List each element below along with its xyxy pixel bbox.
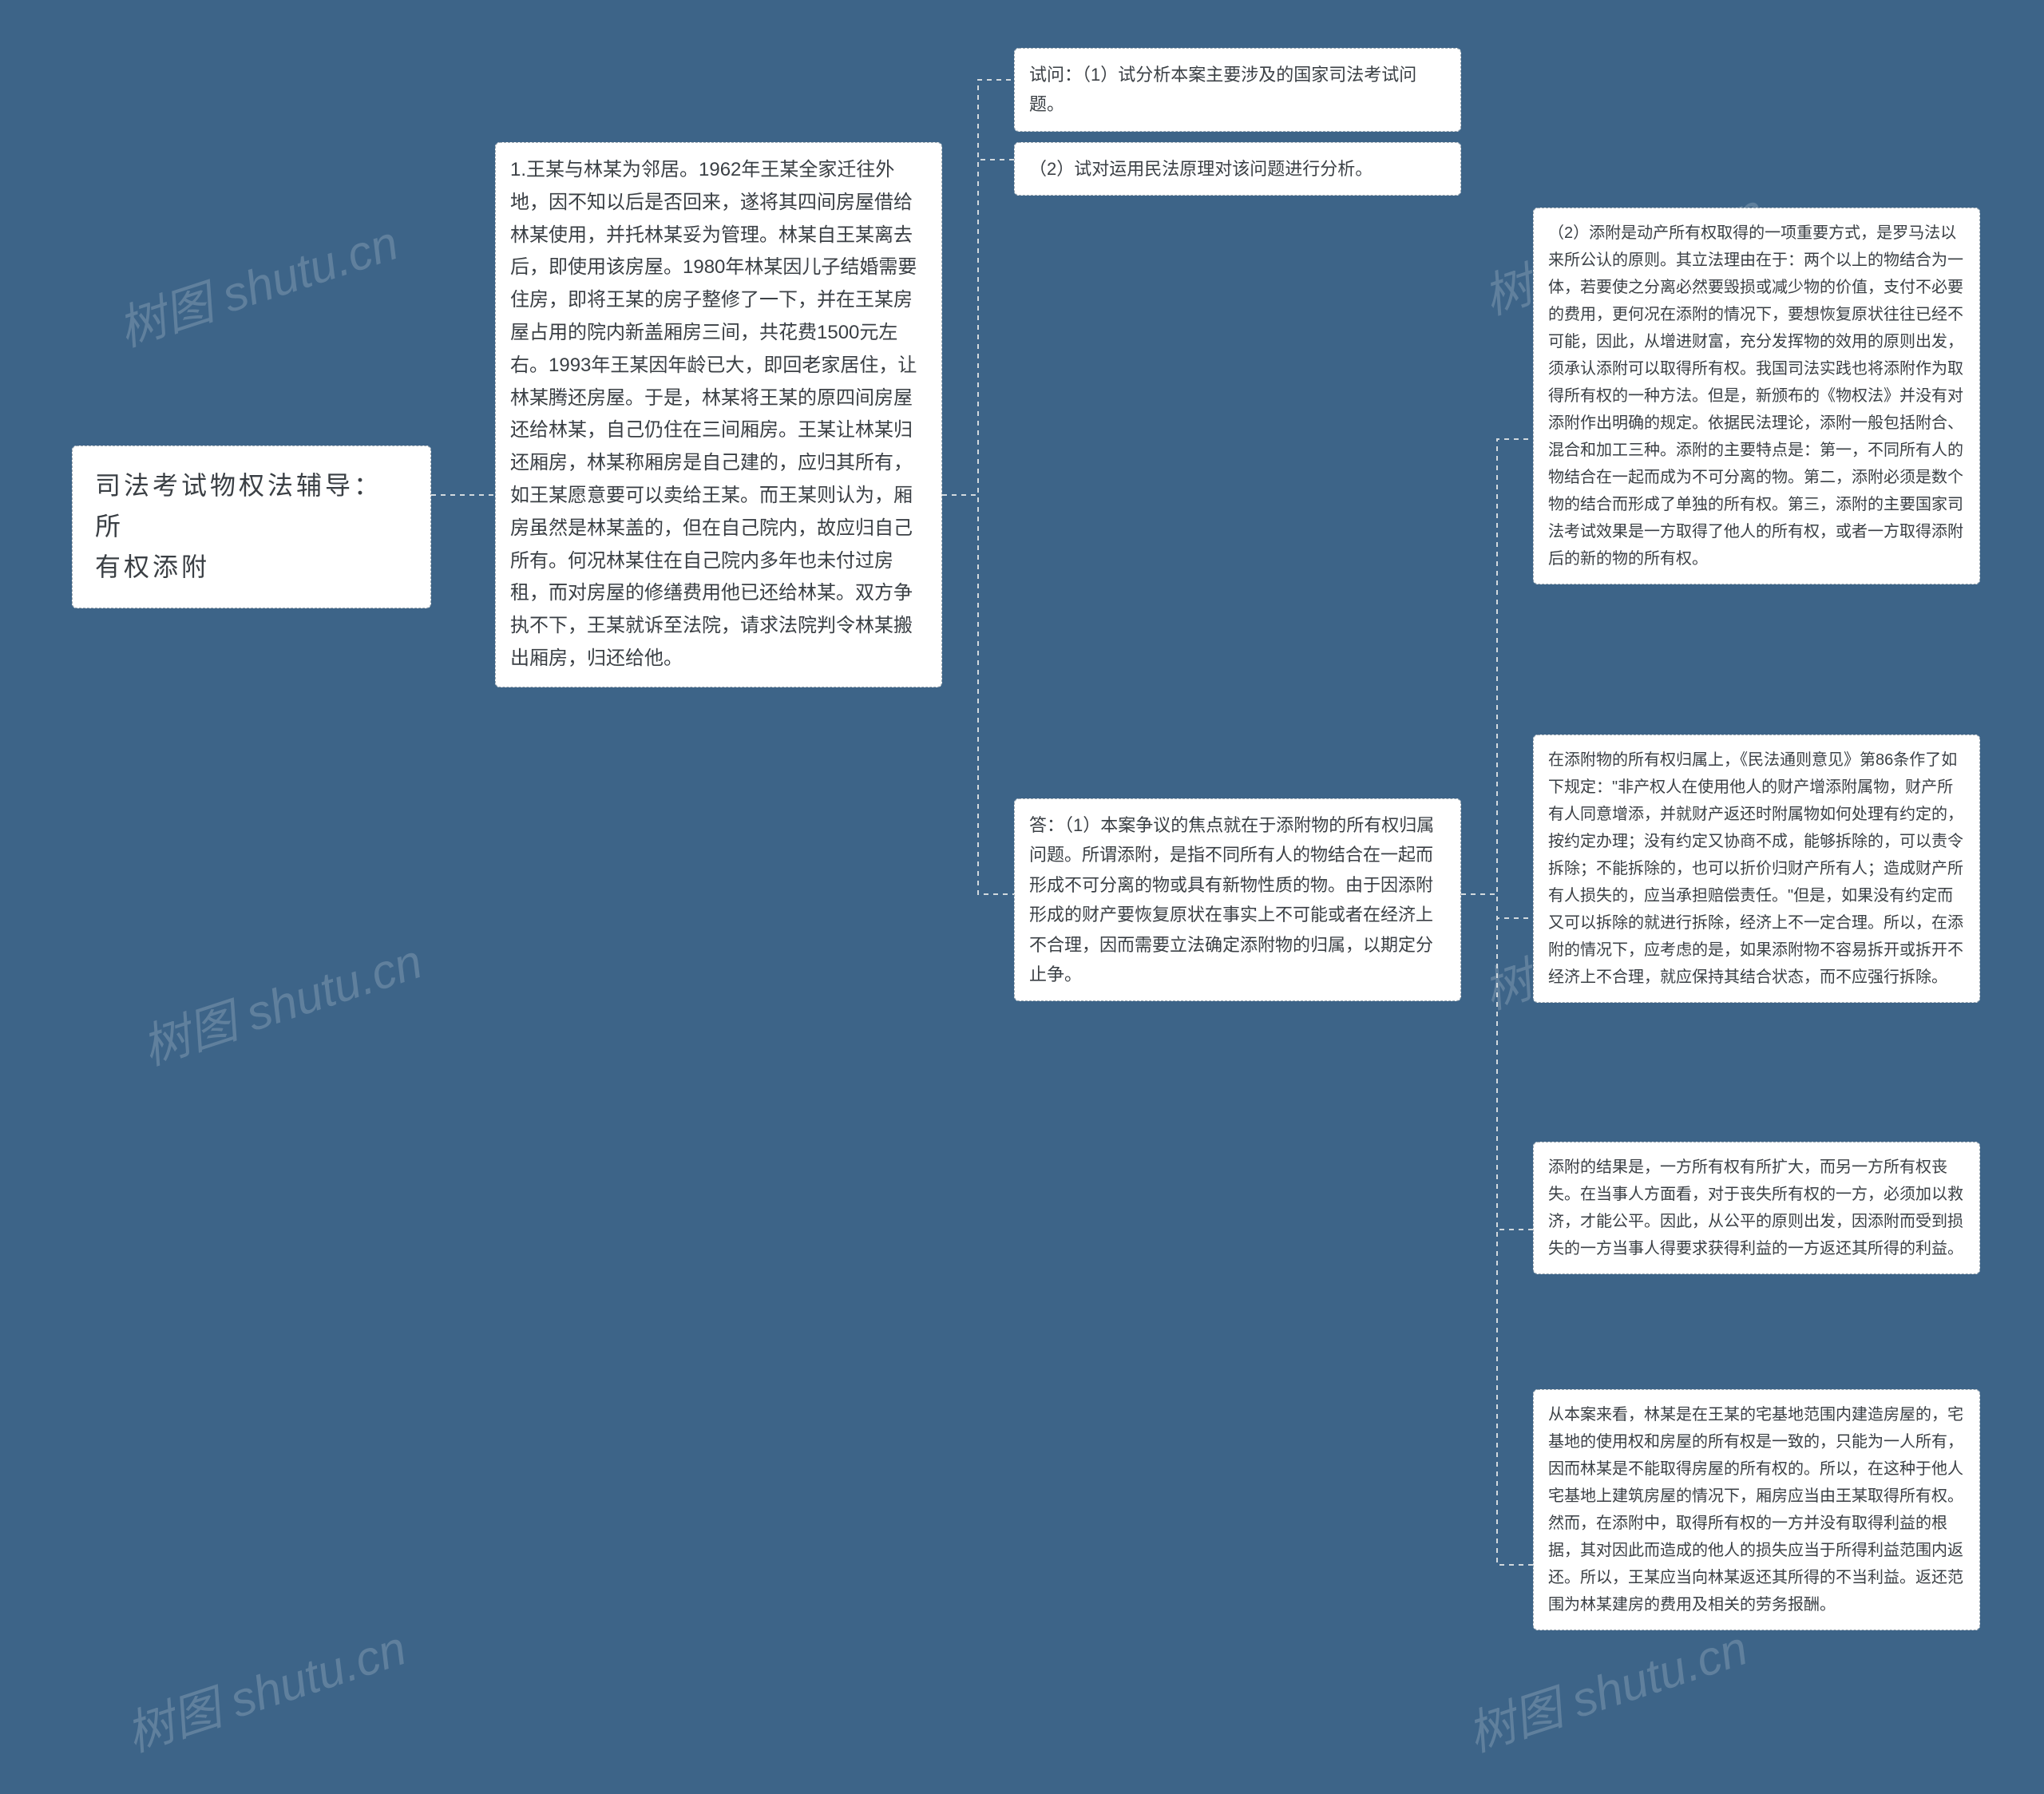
level3-paragraph-c[interactable]: 添附的结果是，一方所有权有所扩大，而另一方所有权丧失。在当事人方面看，对于丧失所… [1533, 1142, 1980, 1274]
level2-question2[interactable]: （2）试对运用民法原理对该问题进行分析。 [1014, 142, 1461, 196]
root-line1: 司法考试物权法辅导：所 [95, 471, 382, 541]
level2-question1[interactable]: 试问：（1）试分析本案主要涉及的国家司法考试问题。 [1014, 48, 1461, 132]
root-node[interactable]: 司法考试物权法辅导：所 有权添附 [72, 446, 431, 608]
level2-answer1[interactable]: 答：（1）本案争议的焦点就在于添附物的所有权归属问题。所谓添附，是指不同所有人的… [1014, 798, 1461, 1001]
level3-paragraph-b[interactable]: 在添附物的所有权归属上，《民法通则意见》第86条作了如下规定："非产权人在使用他… [1533, 735, 1980, 1003]
root-line2: 有权添附 [95, 552, 210, 581]
level3-paragraph-d[interactable]: 从本案来看，林某是在王某的宅基地范围内建造房屋的，宅基地的使用权和房屋的所有权是… [1533, 1389, 1980, 1630]
level1-case-description[interactable]: 1.王某与林某为邻居。1962年王某全家迁往外地，因不知以后是否回来，遂将其四间… [495, 142, 942, 687]
level3-paragraph-a[interactable]: （2）添附是动产所有权取得的一项重要方式，是罗马法以来所公认的原则。其立法理由在… [1533, 208, 1980, 584]
